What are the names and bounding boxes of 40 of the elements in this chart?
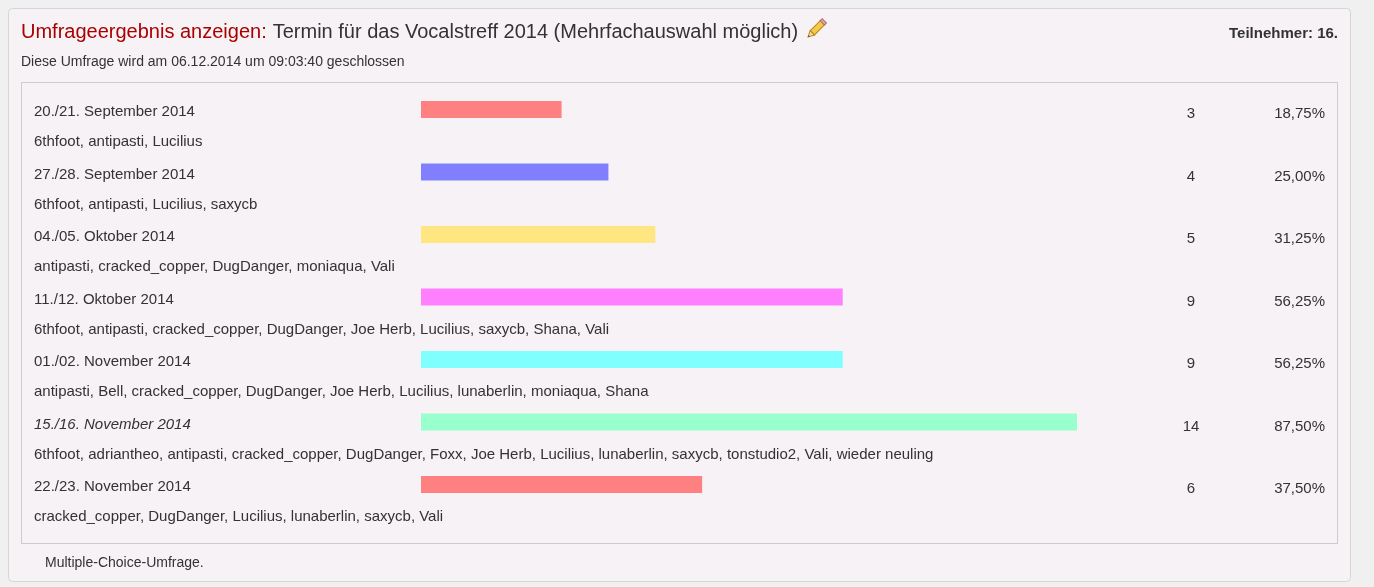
data-label: 14 xyxy=(1182,416,1200,434)
bar xyxy=(421,476,703,493)
annotation: cracked_copper, DugDanger, Lucilius, lunaberlin, saxycb, Vali xyxy=(34,507,444,524)
text: 37,50% xyxy=(1274,479,1325,496)
text: Multiple-Choice-Umfrage. xyxy=(45,554,204,570)
text: 87,50% xyxy=(1274,416,1325,434)
y-tick-label: 11./12. Oktober 2014 xyxy=(34,289,174,307)
y-tick-label: 15./16. November 2014 xyxy=(34,414,191,432)
text: 18,75% xyxy=(1274,104,1325,121)
y-tick-label: 22./23. November 2014 xyxy=(34,477,191,494)
bar xyxy=(421,413,1077,431)
annotation: antipasti, Bell, cracked_copper, DugDanger, Joe Herb, Lucilius, lunaberlin, moniaqua, Shana xyxy=(34,382,650,399)
data-label: 9 xyxy=(1186,291,1196,309)
annotation: 6thfoot, adriantheo, antipasti, cracked_copper, DugDanger, Foxx, Joe Herb, Lucilius, lunaberlin, saxycb, tonstudio2, Vali, wieder neuling xyxy=(34,444,934,462)
text: 56,25% xyxy=(1274,354,1325,371)
text: 31,25% xyxy=(1274,229,1325,246)
text: Teilnehmer: 16. xyxy=(1229,24,1338,41)
chart-subtitle: Termin für das Vocalstreff 2014 (Mehrfachauswahl möglich) xyxy=(272,20,799,42)
bar xyxy=(421,163,609,181)
text: 6thfoot, antipasti, Lucilius xyxy=(34,132,203,149)
text: 56,25% xyxy=(1274,291,1325,309)
bar xyxy=(421,101,562,118)
annotation: 6thfoot, antipasti, cracked_copper, DugDanger, Joe Herb, Lucilius, saxycb, Shana, Vali xyxy=(34,319,610,337)
data-label: 4 xyxy=(1186,166,1196,184)
bar xyxy=(421,226,656,243)
data-label: 5 xyxy=(1186,229,1196,246)
text: 6thfoot, antipasti, Lucilius, saxycb xyxy=(34,194,258,212)
data-label: 3 xyxy=(1186,104,1196,121)
bar xyxy=(421,351,843,368)
data-label: 6 xyxy=(1186,479,1196,496)
y-tick-label: 20./21. September 2014 xyxy=(34,102,195,119)
text: Diese Umfrage wird am 06.12.2014 um 09:03:40 geschlossen xyxy=(21,53,405,69)
bar xyxy=(421,288,843,306)
text: 25,00% xyxy=(1274,166,1325,184)
text: antipasti, cracked_copper, DugDanger, moniaqua, Vali xyxy=(34,257,395,274)
y-tick-label: 27./28. September 2014 xyxy=(34,164,195,182)
y-tick-label: 01./02. November 2014 xyxy=(34,352,191,369)
y-tick-label: 04./05. Oktober 2014 xyxy=(34,227,175,244)
text: Umfrageergebnis anzeigen: xyxy=(21,20,267,42)
data-label: 9 xyxy=(1186,354,1196,371)
